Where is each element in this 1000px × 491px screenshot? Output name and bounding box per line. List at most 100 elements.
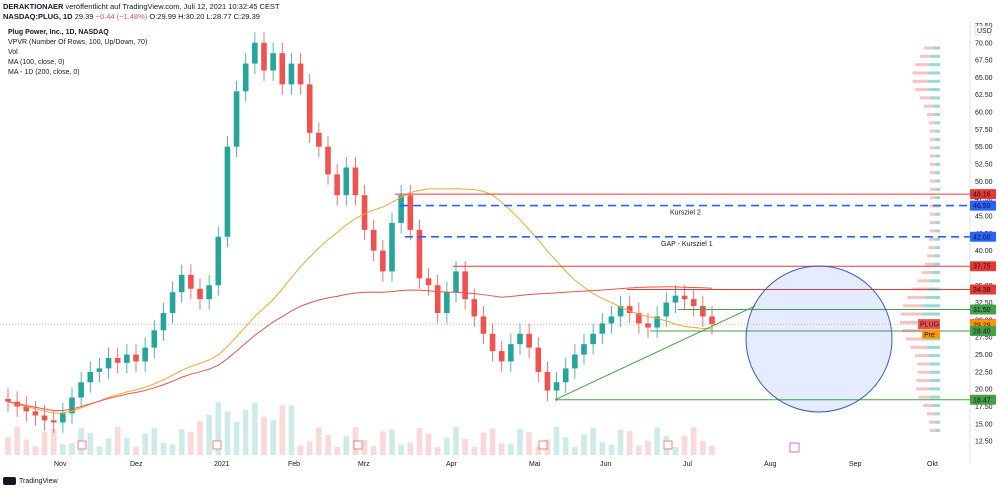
volume-bar bbox=[444, 437, 450, 455]
candle bbox=[380, 250, 386, 272]
volume-bar bbox=[645, 440, 651, 455]
candle bbox=[663, 302, 670, 317]
vpvr-bar bbox=[929, 229, 936, 233]
vpvr-bar bbox=[935, 420, 940, 424]
volume-bar bbox=[581, 434, 587, 455]
currency-box bbox=[974, 25, 992, 36]
legend-ma200[interactable]: MA - 1D (200, close, 0) bbox=[8, 69, 80, 76]
vpvr-bar bbox=[900, 320, 923, 324]
candle bbox=[142, 347, 148, 362]
vpvr-bar bbox=[935, 171, 940, 175]
author-name[interactable]: DERAKTIONAER bbox=[3, 2, 64, 11]
candle bbox=[252, 42, 258, 64]
vpvr-bar bbox=[921, 270, 932, 274]
vpvr-bar bbox=[916, 387, 930, 391]
brand-label[interactable]: TradingView bbox=[19, 477, 58, 485]
candle bbox=[279, 53, 286, 85]
volume-bar bbox=[14, 427, 20, 455]
candle bbox=[700, 306, 706, 317]
legend-title: Plug Power, Inc., 1D, NASDAQ bbox=[8, 29, 109, 36]
candle bbox=[581, 344, 587, 355]
vpvr-bar bbox=[926, 412, 935, 416]
candle bbox=[690, 299, 697, 307]
candle bbox=[96, 368, 103, 372]
candle bbox=[352, 167, 359, 196]
candle bbox=[444, 292, 450, 313]
trend-line bbox=[554, 305, 756, 401]
vpvr-bar bbox=[934, 254, 940, 258]
volume-bar bbox=[425, 433, 432, 455]
publish-info: veröffentlicht auf TradingView.com, Juli… bbox=[65, 2, 280, 11]
volume-bar bbox=[626, 431, 633, 455]
y-tick-label: 25.00 bbox=[975, 352, 993, 359]
plug-badge-label: PLUG bbox=[920, 322, 939, 329]
x-tick-label: Jun bbox=[600, 461, 611, 468]
candle bbox=[197, 288, 203, 300]
volume-bar bbox=[617, 429, 624, 455]
price-change: −0.44 (−1.48%) bbox=[95, 12, 148, 21]
legend-vpvr[interactable]: VPVR (Number Of Rows, 100, Up/Down, 70) bbox=[8, 39, 148, 46]
candle bbox=[398, 195, 404, 223]
volume-bar bbox=[380, 431, 386, 455]
vpvr-bar bbox=[928, 88, 940, 92]
vpvr-bar bbox=[934, 246, 940, 250]
volume-bar bbox=[233, 421, 240, 455]
vpvr-bar bbox=[900, 312, 923, 316]
tradingview-logo-icon[interactable] bbox=[3, 477, 16, 485]
vpvr-bar bbox=[912, 71, 928, 75]
candle bbox=[489, 333, 496, 352]
vpvr-bar bbox=[932, 104, 940, 108]
volume-bar bbox=[23, 439, 30, 455]
symbol-label[interactable]: NASDAQ:PLUG, 1D bbox=[3, 12, 73, 21]
volume-bar bbox=[389, 429, 395, 455]
volume-bar bbox=[407, 442, 414, 455]
candle bbox=[41, 415, 48, 421]
volume-bar bbox=[462, 438, 468, 455]
vpvr-bar bbox=[916, 379, 930, 383]
price-tag-label: 34.38 bbox=[973, 287, 991, 294]
vpvr-bar bbox=[929, 179, 936, 183]
legend-vol[interactable]: Vol bbox=[8, 49, 18, 56]
volume-bar bbox=[590, 427, 596, 455]
y-tick-label: 12.50 bbox=[975, 439, 993, 446]
candle bbox=[508, 344, 514, 362]
close-value: C:29.39 bbox=[233, 12, 260, 21]
vpvr-bar bbox=[929, 137, 936, 141]
legend-ma100[interactable]: MA (100, close, 0) bbox=[8, 59, 65, 66]
y-tick-label: 17.50 bbox=[975, 404, 993, 411]
volume-bar bbox=[105, 438, 112, 455]
volume-bar bbox=[215, 402, 222, 455]
y-tick-label: 50.00 bbox=[975, 179, 993, 186]
ma100-line bbox=[7, 188, 713, 414]
candle bbox=[5, 398, 11, 402]
volume-bar bbox=[672, 446, 679, 455]
x-tick-label: Nov bbox=[54, 461, 67, 468]
candle bbox=[306, 84, 313, 133]
vpvr-bar bbox=[917, 370, 930, 374]
candle bbox=[151, 330, 158, 348]
candle bbox=[60, 413, 66, 423]
volume-bar bbox=[334, 446, 340, 455]
candle bbox=[334, 174, 340, 196]
volume-bar bbox=[480, 432, 487, 455]
x-tick-label: Aug bbox=[764, 461, 777, 468]
vpvr-bar bbox=[903, 304, 924, 308]
candle bbox=[526, 333, 532, 348]
earnings-marker-icon bbox=[77, 440, 87, 450]
vpvr-bar bbox=[935, 146, 940, 150]
volume-bar bbox=[489, 428, 496, 455]
x-tick-label: Jul bbox=[683, 461, 692, 468]
price-tag bbox=[970, 325, 996, 336]
vpvr-bar bbox=[922, 312, 940, 316]
candle bbox=[416, 229, 423, 279]
candle bbox=[672, 295, 679, 303]
price-tag-label: 48.16 bbox=[973, 192, 991, 199]
y-tick-label: 40.00 bbox=[975, 248, 993, 255]
candle bbox=[188, 274, 194, 289]
volume-bar bbox=[526, 432, 532, 455]
earnings-marker-icon bbox=[663, 440, 673, 450]
candle bbox=[599, 323, 606, 334]
price-tag bbox=[970, 304, 996, 315]
vpvr-bar bbox=[934, 113, 940, 117]
